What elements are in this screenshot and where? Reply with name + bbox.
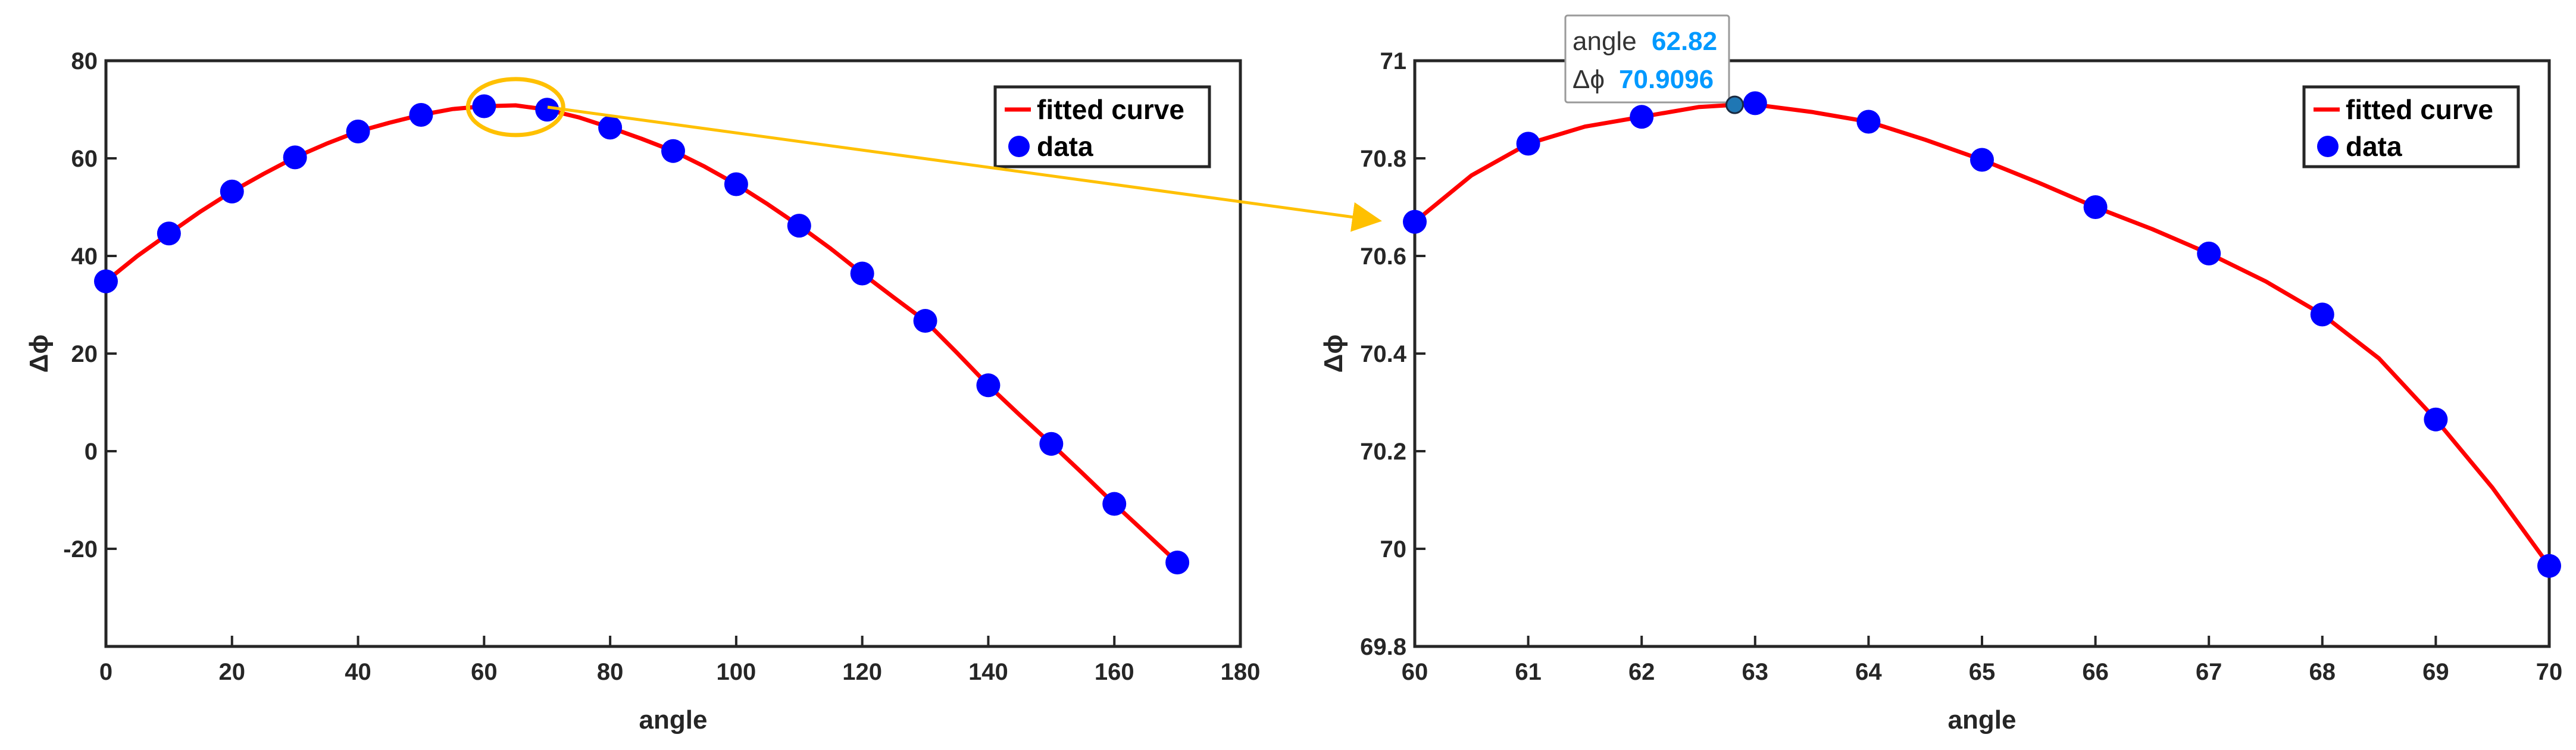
- data-point[interactable]: [1856, 110, 1881, 134]
- y-tick-label: 70: [1380, 536, 1407, 562]
- x-axis: 60 61 62 63 64 65 66 67 68 69 70: [1402, 636, 2563, 685]
- data-point[interactable]: [913, 309, 937, 333]
- x-tick-label: 0: [99, 659, 112, 685]
- legend: fitted curve data: [2302, 85, 2520, 168]
- x-tick-label: 180: [1221, 659, 1261, 685]
- x-tick-label: 61: [1515, 659, 1542, 685]
- data-point[interactable]: [2083, 195, 2108, 219]
- x-tick-label: 66: [2082, 659, 2109, 685]
- x-tick-label: 20: [219, 659, 246, 685]
- x-tick-label: 60: [1402, 659, 1428, 685]
- data-point[interactable]: [1970, 148, 1994, 172]
- datatip-x-value: 62.82: [1652, 27, 1717, 56]
- data-point[interactable]: [220, 179, 244, 204]
- x-tick-label: 65: [1969, 659, 1996, 685]
- data-point[interactable]: [2537, 554, 2561, 578]
- data-points: [1403, 91, 2561, 578]
- data-point[interactable]: [94, 269, 118, 293]
- highlight-ellipse: [465, 77, 565, 138]
- x-tick-label: 140: [968, 659, 1008, 685]
- x-tick-label: 70: [2536, 659, 2563, 685]
- x-axis: 0 20 40 60 80 100 120 140 160 180: [99, 636, 1261, 685]
- legend-entry-data: data: [1037, 131, 1093, 162]
- y-tick-label: 70.6: [1360, 243, 1406, 270]
- legend-box: [993, 85, 1211, 168]
- data-points: [94, 94, 1190, 574]
- x-axis-label: angle: [639, 705, 708, 735]
- x-tick-label: 160: [1095, 659, 1134, 685]
- datatip-y-label: Δϕ: [1573, 65, 1605, 94]
- y-tick-label: -20: [63, 536, 98, 562]
- chart-overview: -20 0 20 40 60 80 0 20 40 60 80 100 120 140 160 180 an…: [24, 48, 1260, 735]
- x-tick-label: 120: [842, 659, 882, 685]
- x-tick-label: 62: [1628, 659, 1655, 685]
- y-tick-label: 70.4: [1360, 341, 1407, 367]
- data-point[interactable]: [1516, 132, 1540, 156]
- data-point[interactable]: [661, 139, 685, 163]
- data-point[interactable]: [1630, 105, 1654, 129]
- data-point[interactable]: [1165, 550, 1190, 574]
- data-point[interactable]: [976, 373, 1001, 398]
- data-point[interactable]: [157, 221, 181, 246]
- y-tick-label: 69.8: [1360, 634, 1406, 660]
- y-tick-label: 0: [85, 439, 98, 465]
- data-point[interactable]: [850, 261, 874, 286]
- zoom-connector-arrow: [547, 105, 1382, 232]
- data-point[interactable]: [787, 214, 811, 238]
- y-axis-label: Δϕ: [1319, 335, 1348, 373]
- data-point[interactable]: [724, 172, 748, 196]
- legend-entry-data: data: [2346, 131, 2402, 162]
- data-point[interactable]: [1743, 91, 1767, 115]
- x-tick-label: 67: [2196, 659, 2222, 685]
- datatip-y-value: 70.9096: [1619, 65, 1714, 94]
- y-tick-label: 70.2: [1360, 439, 1406, 465]
- legend-data-swatch: [1008, 136, 1030, 157]
- x-tick-label: 100: [717, 659, 756, 685]
- data-point[interactable]: [1102, 492, 1127, 516]
- x-tick-label: 68: [2309, 659, 2336, 685]
- y-axis: 69.8 70 70.2 70.4 70.6 70.8 71: [1360, 48, 1425, 660]
- data-point[interactable]: [1039, 432, 1064, 456]
- data-point[interactable]: [1403, 210, 1427, 234]
- x-tick-label: 69: [2422, 659, 2449, 685]
- x-tick-label: 64: [1855, 659, 1882, 685]
- y-axis-label: Δϕ: [24, 335, 54, 373]
- x-tick-label: 40: [345, 659, 371, 685]
- data-point[interactable]: [2424, 407, 2448, 432]
- data-point[interactable]: [535, 98, 559, 122]
- y-axis: -20 0 20 40 60 80: [63, 48, 117, 562]
- legend-box: [2302, 85, 2520, 168]
- data-point[interactable]: [346, 119, 370, 143]
- datatip[interactable]: angle 62.82 Δϕ 70.9096: [1564, 14, 1744, 114]
- legend-entry-fitted-curve: fitted curve: [1037, 94, 1184, 125]
- datatip-box: [1564, 14, 1730, 104]
- legend-entry-fitted-curve: fitted curve: [2346, 94, 2493, 125]
- datatip-marker[interactable]: [1725, 95, 1744, 114]
- data-point[interactable]: [2197, 241, 2221, 265]
- x-tick-label: 63: [1742, 659, 1769, 685]
- y-tick-label: 80: [71, 48, 98, 74]
- legend-data-swatch: [2317, 136, 2339, 157]
- x-axis-label: angle: [1948, 705, 2017, 735]
- x-tick-label: 60: [471, 659, 498, 685]
- data-point[interactable]: [598, 115, 623, 140]
- data-point[interactable]: [2310, 302, 2334, 327]
- y-tick-label: 40: [71, 243, 98, 270]
- y-tick-label: 70.8: [1360, 146, 1406, 172]
- data-point[interactable]: [472, 94, 496, 118]
- fitted-curve-line: [1413, 102, 2551, 567]
- datatip-x-label: angle: [1573, 27, 1637, 56]
- data-point[interactable]: [409, 103, 433, 127]
- y-tick-label: 20: [71, 341, 98, 367]
- data-point[interactable]: [283, 145, 307, 170]
- x-tick-label: 80: [597, 659, 624, 685]
- legend: fitted curve data: [993, 85, 1211, 168]
- y-tick-label: 60: [71, 146, 98, 172]
- y-tick-label: 71: [1380, 48, 1407, 74]
